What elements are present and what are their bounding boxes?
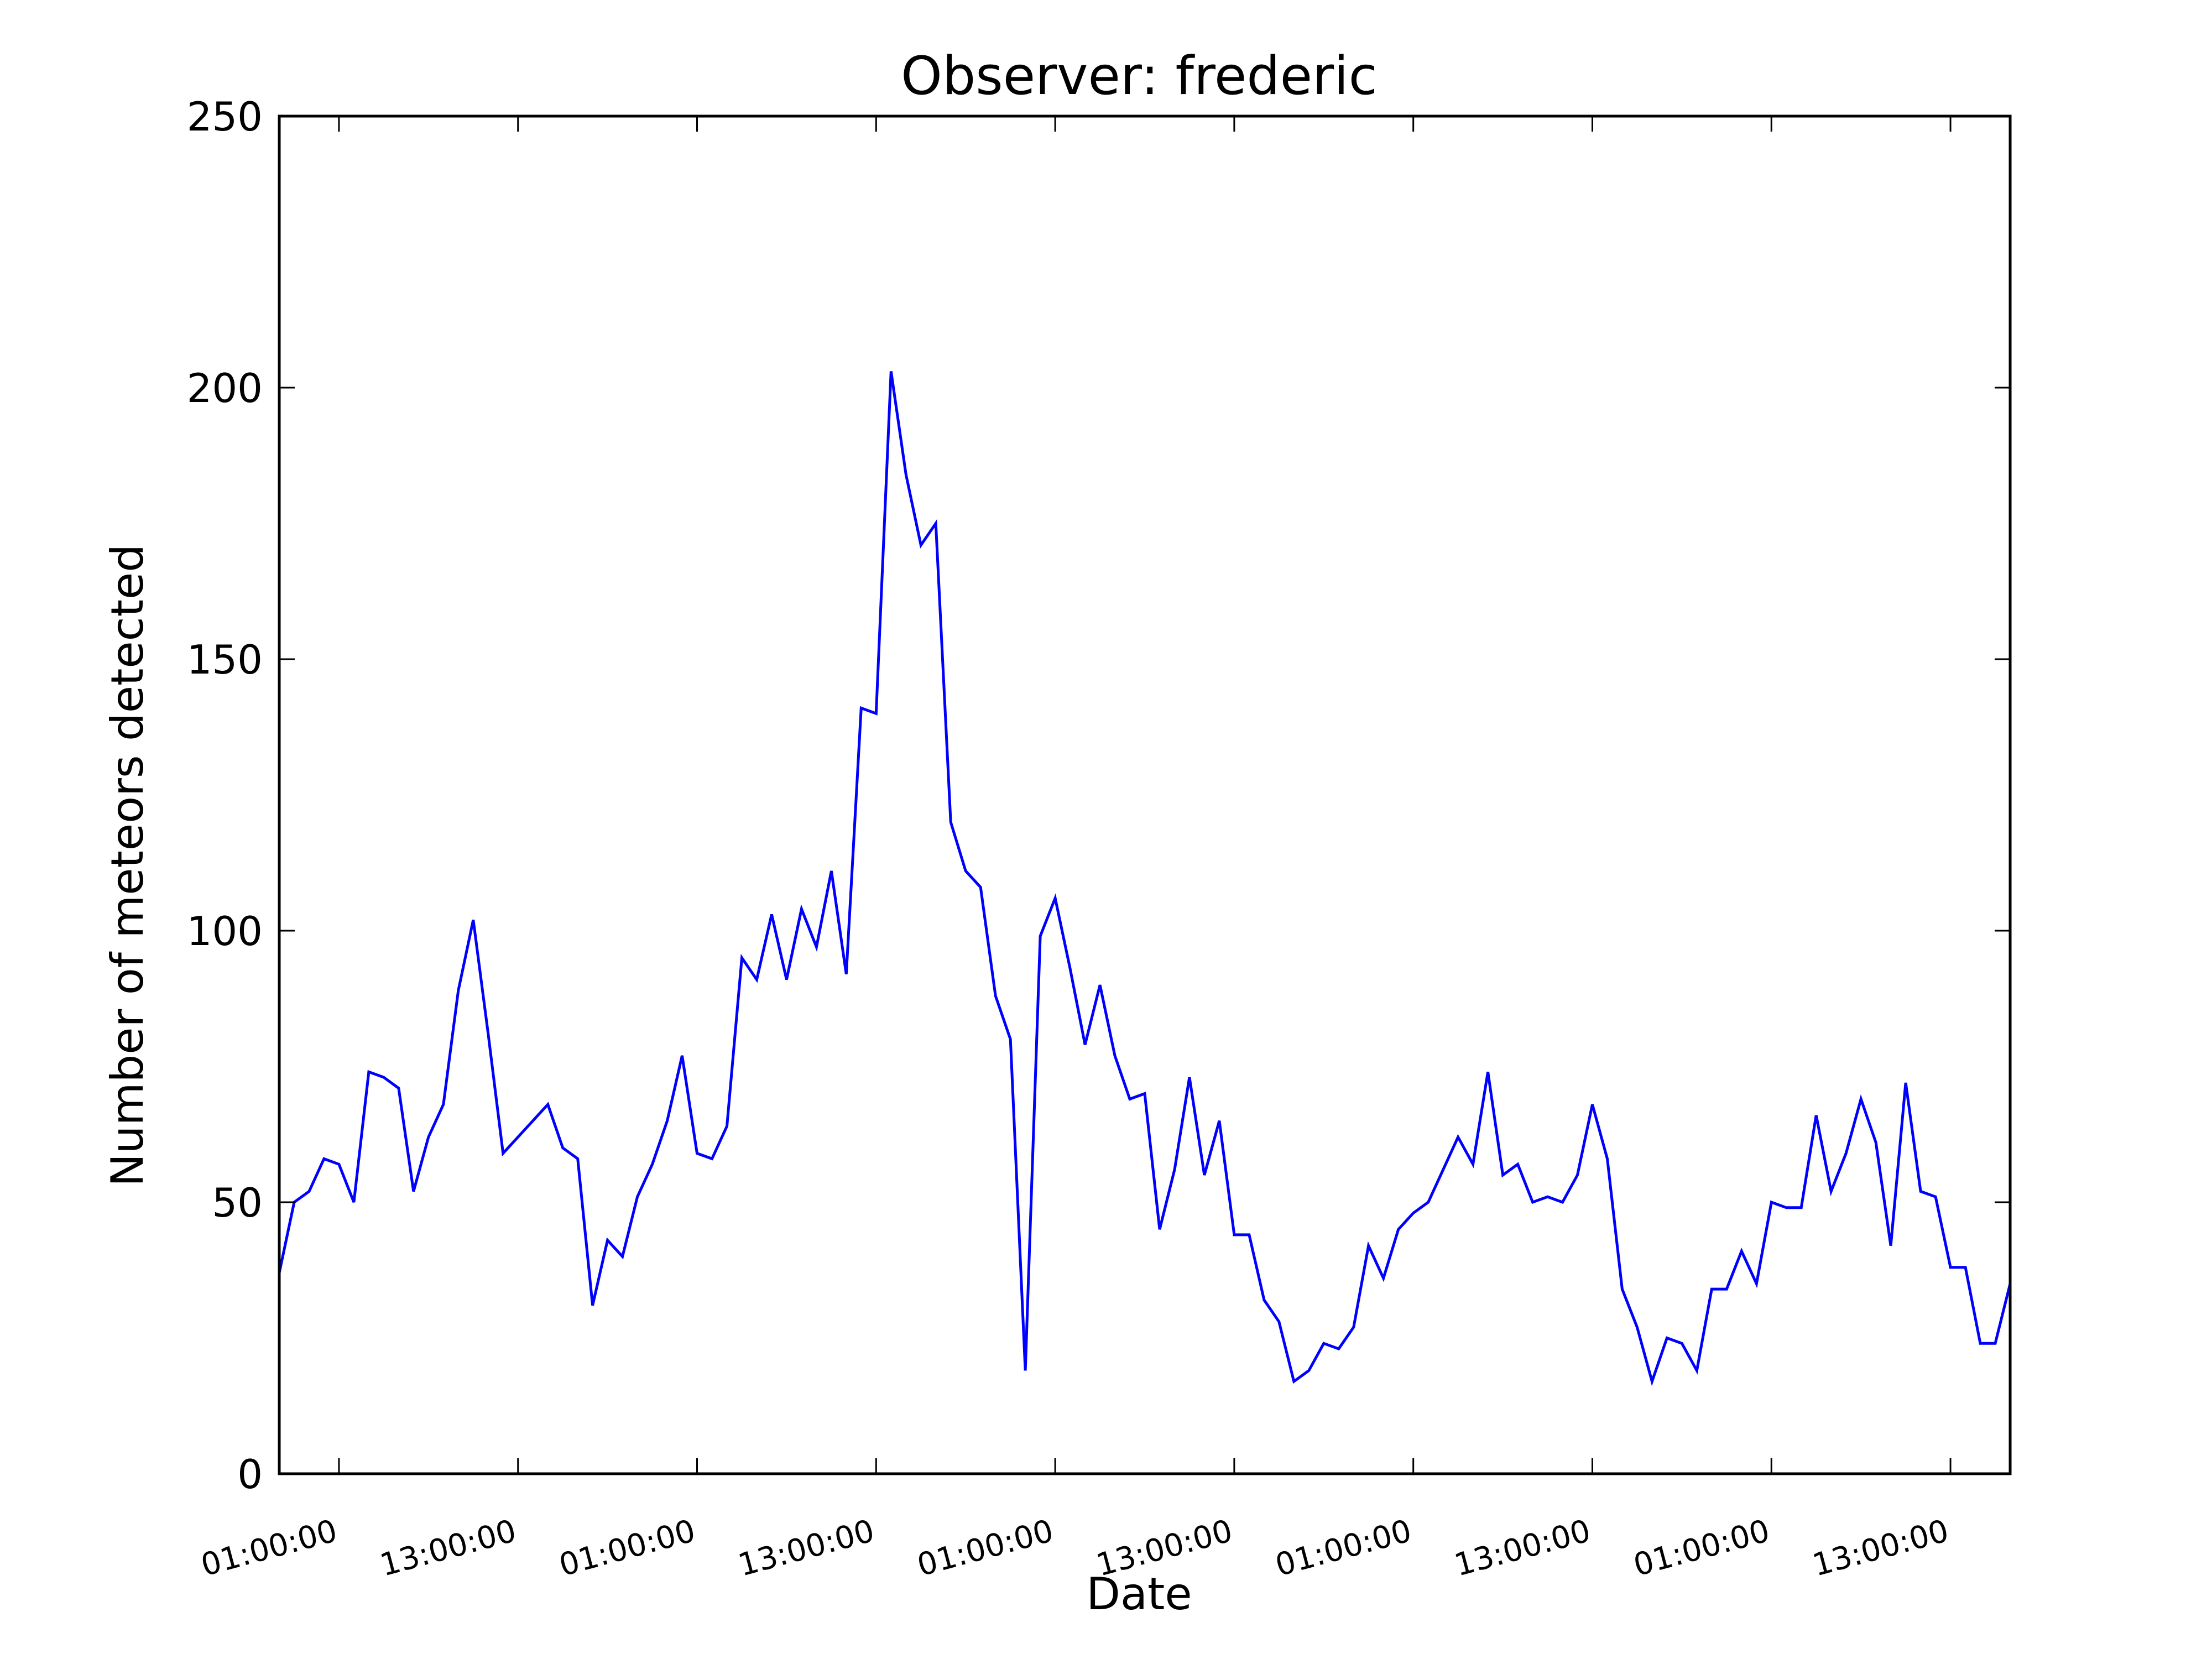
x-axis-label: Date: [1086, 1568, 1192, 1620]
y-tick-label: 250: [187, 93, 263, 140]
y-tick-label: 50: [212, 1180, 263, 1226]
series-line-0: [278, 371, 2012, 1386]
plot-frame: [278, 114, 2012, 1475]
y-tick-label: 100: [187, 908, 263, 954]
y-tick-label: 200: [187, 365, 263, 411]
chart-title: Observer: frederic: [901, 46, 1378, 107]
y-axis-label: Number of meteors detected: [102, 544, 153, 1187]
y-tick-label: 0: [237, 1451, 263, 1498]
y-tick-label: 150: [187, 637, 263, 683]
